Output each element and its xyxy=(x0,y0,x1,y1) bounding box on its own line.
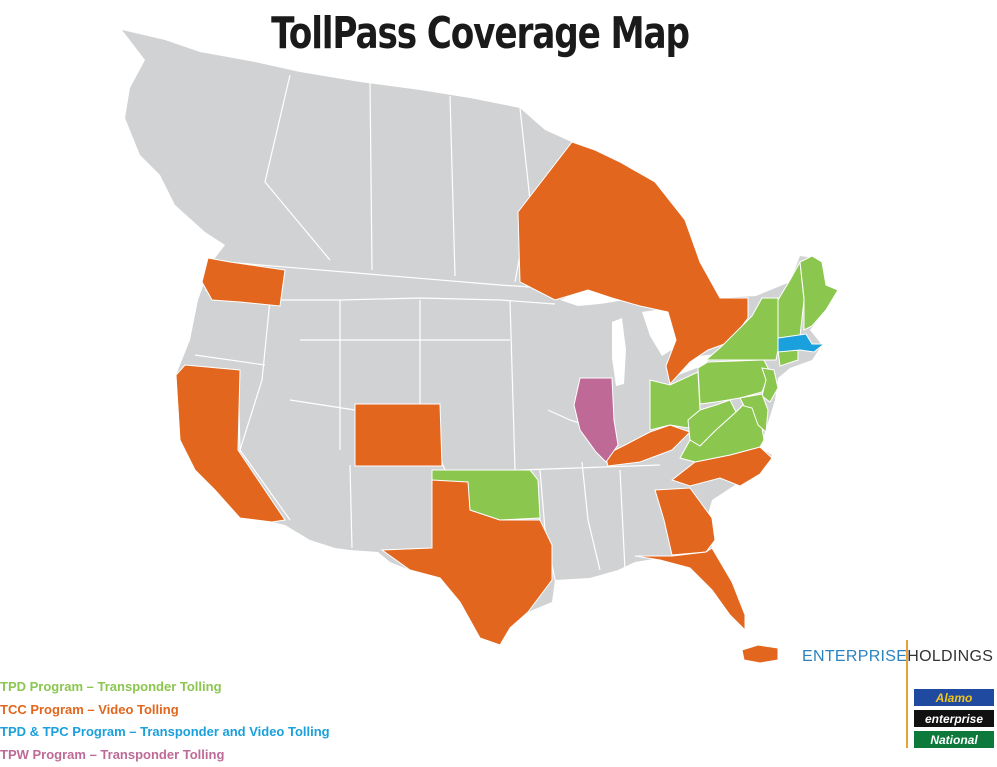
legend-item-tpd-tpc: TPD & TPC Program – Transponder and Vide… xyxy=(0,721,330,744)
region-georgia xyxy=(654,487,716,556)
region-new-jersey xyxy=(761,367,779,403)
region-massachusetts xyxy=(777,333,826,353)
wordmark-enterprise: ENTERPRISE xyxy=(802,648,908,665)
region-colorado xyxy=(354,403,443,467)
legend-item-tpw: TPW Program – Transponder Tolling xyxy=(0,744,330,767)
wordmark-holdings: HOLDINGS xyxy=(907,648,994,665)
brand-label: Alamo xyxy=(935,690,973,705)
enterprise-holdings-logo: ENTERPRISEHOLDINGS Alamo enterprise Nati… xyxy=(802,640,997,767)
brand-label: National xyxy=(930,732,978,747)
logo-divider xyxy=(906,640,908,748)
legend-item-tcc: TCC Program – Video Tolling xyxy=(0,699,330,722)
region-california xyxy=(175,364,286,523)
legend-label: TCC Program – Video Tolling xyxy=(0,701,179,717)
region-puerto-rico xyxy=(741,644,779,664)
alamo-brand-badge: Alamo xyxy=(914,689,994,706)
region-pennsylvania xyxy=(697,359,771,405)
enterprise-holdings-wordmark: ENTERPRISEHOLDINGS xyxy=(802,648,993,666)
brand-label: enterprise xyxy=(924,711,984,726)
region-maine xyxy=(799,255,839,331)
region-illinois xyxy=(573,377,619,463)
region-vermont-new-hampshire xyxy=(777,260,805,341)
legend-label: TPD & TPC Program – Transponder and Vide… xyxy=(0,724,330,739)
legend-label: TPD Program – Transponder Tolling xyxy=(0,679,222,694)
legend-label: TPW Program – Transponder Tolling xyxy=(0,746,225,762)
national-brand-badge: National xyxy=(914,731,994,748)
region-oklahoma xyxy=(431,469,541,521)
page-title: TollPass Coverage Map xyxy=(271,8,690,59)
region-ontario xyxy=(517,141,749,386)
lake-michigan xyxy=(612,318,626,386)
region-new-york xyxy=(704,297,779,361)
region-washington xyxy=(201,257,286,307)
region-delaware-maryland xyxy=(739,393,769,434)
region-florida xyxy=(634,547,746,632)
legend-item-tpd: TPD Program – Transponder Tolling xyxy=(0,676,330,699)
enterprise-brand-badge: enterprise xyxy=(914,710,994,727)
legend: TPD Program – Transponder Tolling TCC Pr… xyxy=(0,676,330,766)
